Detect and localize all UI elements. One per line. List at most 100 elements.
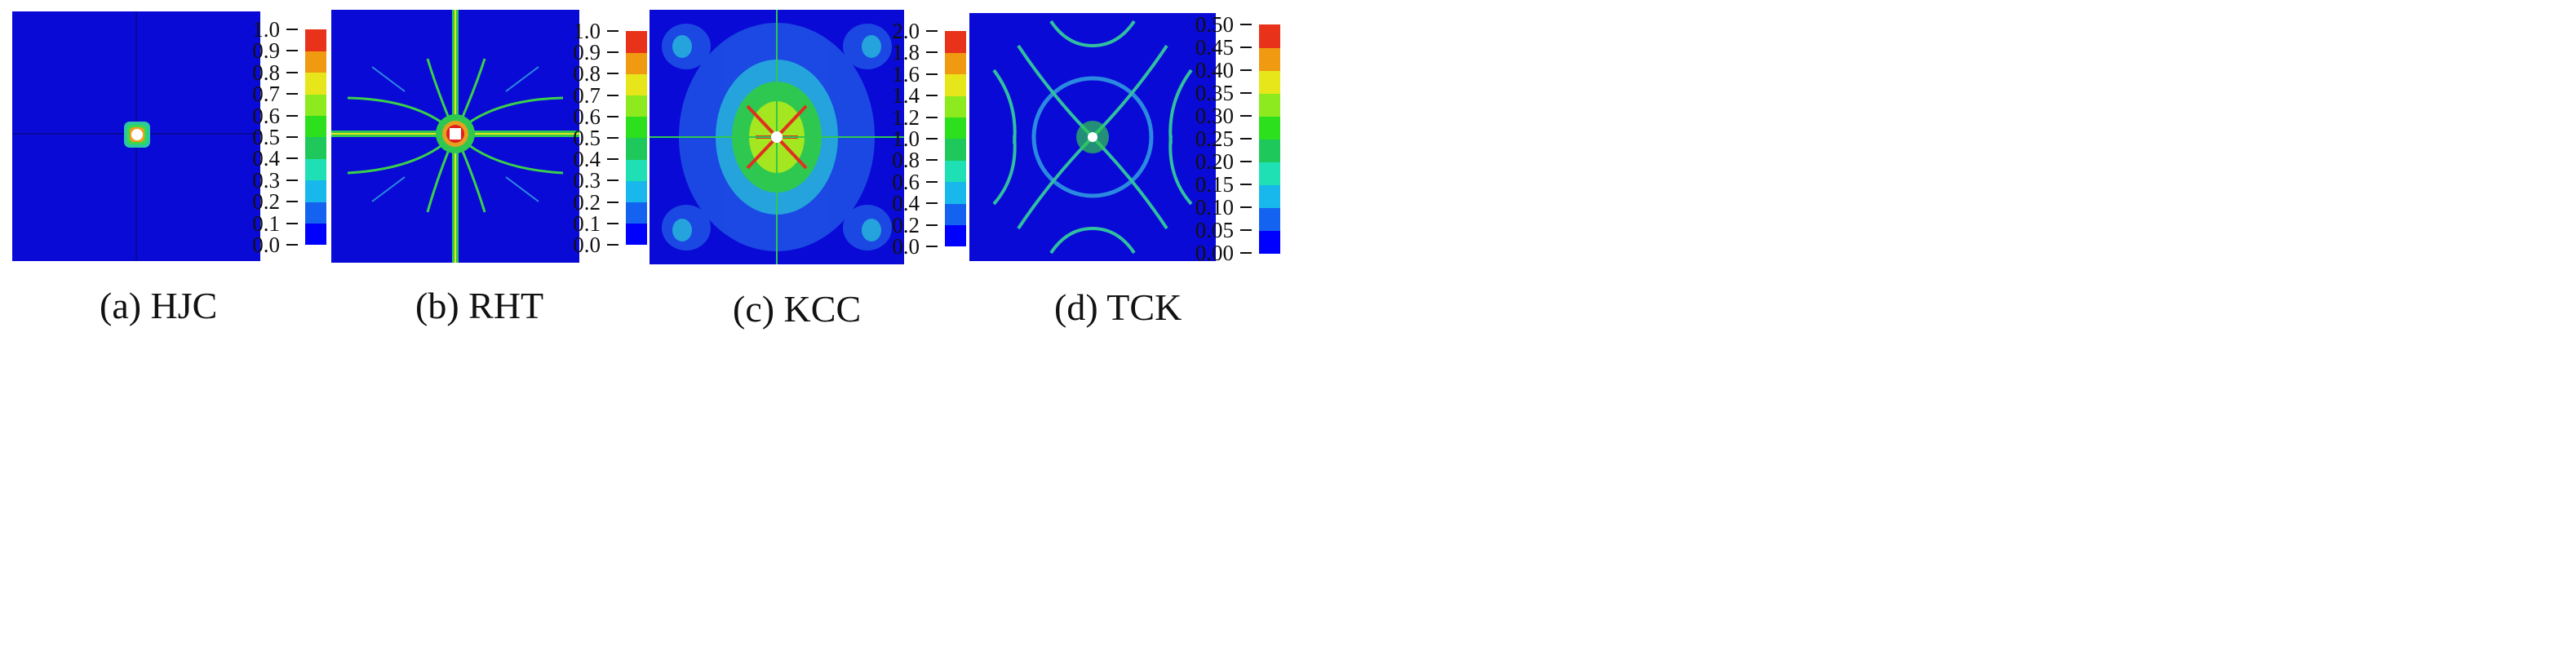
colorbar-tick-label: 0.1	[573, 212, 619, 235]
colorbar-segment	[1259, 230, 1280, 254]
colorbar-tick-label: 0.05	[1195, 219, 1252, 242]
colorbar-tick-label: 1.0	[252, 18, 298, 41]
damage-contour-kcc	[650, 10, 904, 264]
colorbar-tick-label: 0.0	[892, 235, 938, 258]
colorbar-segment	[945, 139, 966, 161]
colorbar-segment	[626, 202, 647, 224]
colorbar-hjc	[305, 29, 326, 246]
colorbar-segment	[305, 158, 326, 181]
colorbar-segment	[1259, 70, 1280, 94]
colorbar-tick-label: 0.3	[252, 169, 298, 192]
colorbar-tick-label: 0.5	[252, 126, 298, 148]
colorbar-tick-label: 2.0	[892, 20, 938, 42]
colorbar-segment	[945, 95, 966, 118]
colorbar-segment	[626, 52, 647, 74]
colorbar-tick-label: 0.2	[252, 190, 298, 213]
colorbar-tick-label: 0.0	[252, 233, 298, 256]
colorbar-tick-label: 0.6	[573, 105, 619, 128]
colorbar-kcc	[945, 31, 966, 247]
colorbar-segment	[305, 179, 326, 202]
colorbar-segment	[626, 116, 647, 139]
damage-contour-hjc	[12, 11, 260, 261]
colorbar-segment	[626, 73, 647, 96]
colorbar-tick-label: 0.00	[1195, 242, 1252, 264]
caption-rht: (b) RHT	[415, 285, 544, 326]
colorbar-segment	[945, 117, 966, 140]
colorbar-segment	[945, 203, 966, 226]
colorbar-segment	[1259, 162, 1280, 185]
damage-contour-tck	[969, 13, 1216, 261]
colorbar-tick-label: 0.6	[252, 104, 298, 127]
colorbar-tick-label: 0.5	[573, 126, 619, 149]
colorbar-ticks-hjc: 1.0 0.9 0.8 0.7 0.6 0.5 0.4 0.3 0.2 0.1 0.0	[228, 18, 298, 256]
colorbar-segment	[626, 31, 647, 53]
colorbar-segment	[945, 181, 966, 204]
colorbar-segment	[626, 223, 647, 246]
colorbar-segment	[945, 52, 966, 75]
colorbar-segment	[626, 180, 647, 203]
colorbar-segment	[1259, 24, 1280, 48]
colorbar-segment	[1259, 207, 1280, 231]
colorbar-tick-label: 1.8	[892, 41, 938, 64]
colorbar-tick-label: 0.3	[573, 169, 619, 192]
colorbar-segment	[945, 31, 966, 53]
damage-contour-rht-graphic	[331, 10, 579, 263]
damage-contour-tck-graphic	[969, 13, 1216, 261]
colorbar-tick-label: 0.2	[573, 191, 619, 214]
damage-contour-kcc-graphic	[650, 10, 904, 264]
colorbar-tick-label: 0.7	[573, 84, 619, 107]
colorbar-tick-label: 0.8	[252, 61, 298, 84]
colorbar-segment	[945, 160, 966, 183]
colorbar-tick-label: 0.30	[1195, 104, 1252, 127]
colorbar-tick-label: 0.8	[892, 148, 938, 171]
colorbar-tick-label: 1.4	[892, 84, 938, 107]
colorbar-segment	[626, 95, 647, 117]
colorbar-tick-label: 0.2	[892, 214, 938, 237]
colorbar-tick-label: 1.6	[892, 63, 938, 86]
colorbar-segment	[305, 115, 326, 138]
colorbar-segment	[1259, 116, 1280, 140]
colorbar-segment	[1259, 93, 1280, 117]
damage-contour-hjc-graphic	[12, 11, 260, 261]
colorbar-segment	[626, 138, 647, 160]
colorbar-tick-label: 0.1	[252, 212, 298, 235]
colorbar-tick-label: 0.45	[1195, 36, 1252, 59]
colorbar-segment	[305, 29, 326, 51]
colorbar-tick-label: 0.7	[252, 82, 298, 105]
colorbar-segment	[1259, 139, 1280, 162]
colorbar-segment	[626, 159, 647, 181]
colorbar-tick-label: 0.4	[892, 192, 938, 215]
colorbar-tick-label: 0.20	[1195, 150, 1252, 173]
colorbar-segment	[305, 223, 326, 246]
colorbar-tick-label: 0.25	[1195, 127, 1252, 150]
colorbar-tck	[1259, 24, 1280, 254]
colorbar-segment	[305, 94, 326, 117]
colorbar-segment	[305, 202, 326, 224]
colorbar-ticks-tck: 0.50 0.45 0.40 0.35 0.30 0.25 0.20 0.15 0.10 0.05…	[1182, 13, 1252, 264]
colorbar-tick-label: 0.0	[573, 233, 619, 256]
colorbar-segment	[305, 72, 326, 95]
colorbar-tick-label: 0.50	[1195, 13, 1252, 36]
caption-kcc: (c) KCC	[733, 288, 862, 330]
colorbar-rht	[626, 31, 647, 246]
colorbar-segment	[305, 137, 326, 159]
colorbar-tick-label: 0.9	[252, 39, 298, 62]
colorbar-segment	[945, 224, 966, 247]
colorbar-ticks-rht: 1.0 0.9 0.8 0.7 0.6 0.5 0.4 0.3 0.2 0.1 0.0	[549, 20, 619, 256]
colorbar-segment	[945, 73, 966, 96]
colorbar-segment	[1259, 47, 1280, 71]
colorbar-ticks-kcc: 2.0 1.8 1.6 1.4 1.2 1.0 0.8 0.6 0.4 0.2 0.0	[868, 20, 938, 258]
colorbar-tick-label: 0.4	[252, 147, 298, 170]
colorbar-tick-label: 0.8	[573, 62, 619, 85]
colorbar-tick-label: 1.0	[892, 127, 938, 150]
caption-hjc: (a) HJC	[100, 285, 218, 326]
colorbar-tick-label: 1.0	[573, 20, 619, 42]
colorbar-tick-label: 0.10	[1195, 196, 1252, 219]
colorbar-tick-label: 0.35	[1195, 82, 1252, 104]
colorbar-tick-label: 0.9	[573, 41, 619, 64]
colorbar-tick-label: 0.15	[1195, 173, 1252, 196]
colorbar-segment	[305, 51, 326, 73]
colorbar-tick-label: 0.4	[573, 148, 619, 171]
caption-tck: (d) TCK	[1054, 286, 1182, 328]
colorbar-tick-label: 0.40	[1195, 59, 1252, 82]
